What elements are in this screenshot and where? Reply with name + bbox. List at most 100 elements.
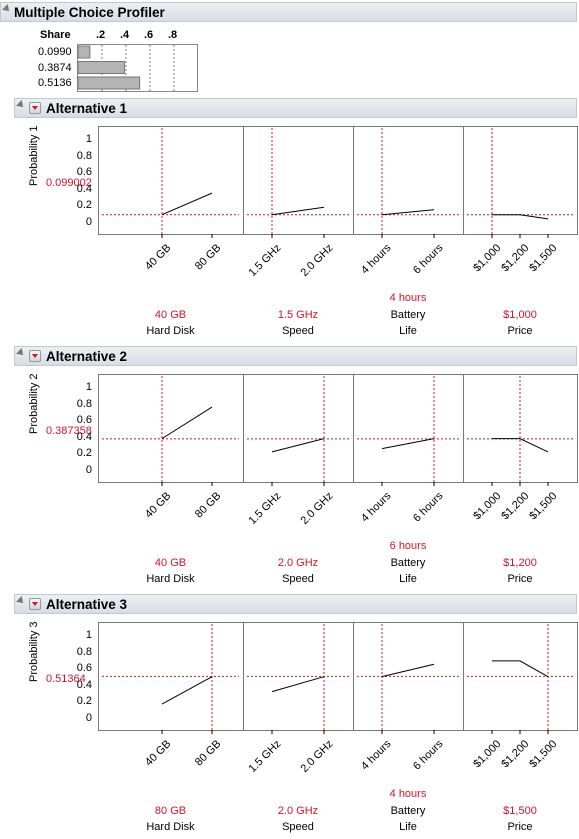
factor-current-value: 4 hours	[389, 788, 427, 800]
probability-axis-label: Probability 2	[28, 373, 40, 434]
red-triangle-menu-icon[interactable]	[29, 350, 41, 362]
y-tick-label: 0.6	[76, 662, 92, 675]
y-tick-label: 0.4	[76, 678, 92, 691]
factor-current-value: 1.5 GHz	[277, 309, 319, 321]
response-curve	[492, 438, 549, 453]
y-tick-label: 0.4	[76, 182, 92, 195]
red-triangle-menu-icon[interactable]	[29, 598, 41, 610]
response-curve	[161, 676, 213, 705]
y-tick-label: 0.8	[76, 149, 92, 162]
profiler-header[interactable]: Multiple Choice Profiler	[0, 2, 577, 22]
share-value: 0.5136	[38, 77, 72, 89]
alternative-header[interactable]: Alternative 2	[14, 346, 577, 366]
factor-name: Battery	[390, 557, 426, 569]
factor-panel[interactable]	[243, 374, 354, 483]
y-tick-label: 0.2	[76, 447, 92, 460]
response-curve	[492, 214, 549, 220]
factor-panel[interactable]	[463, 126, 578, 235]
share-bar	[77, 61, 125, 74]
profiler-plot[interactable]	[98, 622, 578, 812]
factor-current-value: 40 GB	[154, 557, 187, 569]
factor-current-value: 2.0 GHz	[277, 557, 319, 569]
alternative-title: Alternative 2	[46, 349, 128, 364]
share-bar	[77, 45, 91, 59]
factor-current-value: 40 GB	[154, 309, 187, 321]
share-value: 0.3874	[38, 61, 72, 74]
y-tick-label: 0	[85, 712, 92, 724]
factor-name: Speed	[282, 573, 314, 585]
current-probability-value: 0.51364	[46, 673, 86, 685]
current-probability-value: 0.387358	[46, 425, 92, 437]
current-probability-value: 0.099002	[46, 177, 92, 189]
response-curve	[161, 406, 213, 440]
share-bar-chart	[77, 44, 198, 92]
factor-name: Price	[507, 325, 533, 337]
y-tick-label: 0.8	[76, 397, 92, 410]
factor-name: Speed	[282, 325, 314, 337]
alternative-header[interactable]: Alternative 1	[14, 98, 577, 118]
factor-current-value: 4 hours	[389, 292, 427, 304]
factor-panel[interactable]	[353, 126, 464, 235]
factor-name-line2: Life	[399, 573, 417, 585]
factor-current-value: 6 hours	[389, 540, 427, 552]
share-value: 0.0990	[38, 46, 72, 58]
profiler-plot[interactable]	[98, 126, 578, 316]
y-tick-label: 0.8	[76, 645, 92, 658]
probability-axis-label: Probability 3	[28, 621, 40, 682]
collapse-disclosure-icon[interactable]	[2, 4, 12, 14]
factor-current-value: 2.0 GHz	[277, 805, 319, 817]
y-tick-label: 0.6	[76, 166, 92, 179]
profiler-plot[interactable]	[98, 374, 578, 564]
factor-panel[interactable]	[98, 126, 244, 235]
share-tick-label: .2	[96, 29, 106, 41]
response-curve	[271, 206, 325, 216]
share-label: Share	[40, 29, 71, 41]
y-tick-label: 0.2	[76, 199, 92, 212]
y-tick-label: 0	[85, 216, 92, 228]
share-bar	[77, 76, 141, 90]
alternative-title: Alternative 3	[46, 597, 128, 612]
factor-panel[interactable]	[243, 126, 354, 235]
factor-name-line2: Life	[399, 821, 417, 833]
y-tick-label: 0.4	[76, 430, 92, 443]
factor-panel[interactable]	[353, 374, 464, 483]
y-tick-label: 0.6	[76, 414, 92, 427]
share-tick-label: .6	[144, 29, 154, 41]
y-tick-label: 0	[85, 464, 92, 476]
factor-name: Battery	[390, 805, 426, 817]
factor-name: Hard Disk	[146, 325, 195, 337]
response-curve	[271, 438, 325, 453]
collapse-disclosure-icon[interactable]	[16, 348, 26, 358]
response-curve	[271, 676, 325, 693]
factor-name-line2: Life	[399, 325, 417, 337]
factor-current-value: $1,200	[503, 557, 537, 569]
factor-name: Hard Disk	[146, 821, 195, 833]
y-tick-label: 0.2	[76, 695, 92, 708]
probability-axis-label: Probability 1	[28, 125, 40, 186]
collapse-disclosure-icon[interactable]	[16, 100, 26, 110]
y-tick-label: 1	[85, 133, 92, 145]
factor-panel[interactable]	[98, 374, 244, 483]
factor-name: Price	[507, 821, 533, 833]
response-curve	[492, 660, 549, 678]
factor-current-value: $1,500	[503, 805, 537, 817]
response-curve	[161, 192, 213, 216]
collapse-disclosure-icon[interactable]	[16, 596, 26, 606]
factor-name: Speed	[282, 821, 314, 833]
share-tick-label: .8	[168, 29, 178, 41]
share-tick-label: .4	[120, 29, 130, 41]
response-curve	[381, 663, 435, 678]
alternative-header[interactable]: Alternative 3	[14, 594, 577, 614]
response-curve	[381, 438, 435, 450]
factor-current-value: $1,000	[503, 309, 537, 321]
alternative-title: Alternative 1	[46, 101, 128, 116]
response-curve	[381, 209, 435, 216]
factor-name: Hard Disk	[146, 573, 195, 585]
factor-name: Price	[507, 573, 533, 585]
factor-name: Battery	[390, 309, 426, 321]
profiler-title: Multiple Choice Profiler	[14, 5, 165, 20]
y-tick-label: 1	[85, 381, 92, 393]
factor-current-value: 80 GB	[154, 805, 187, 817]
red-triangle-menu-icon[interactable]	[29, 102, 41, 114]
y-tick-label: 1	[85, 629, 92, 641]
